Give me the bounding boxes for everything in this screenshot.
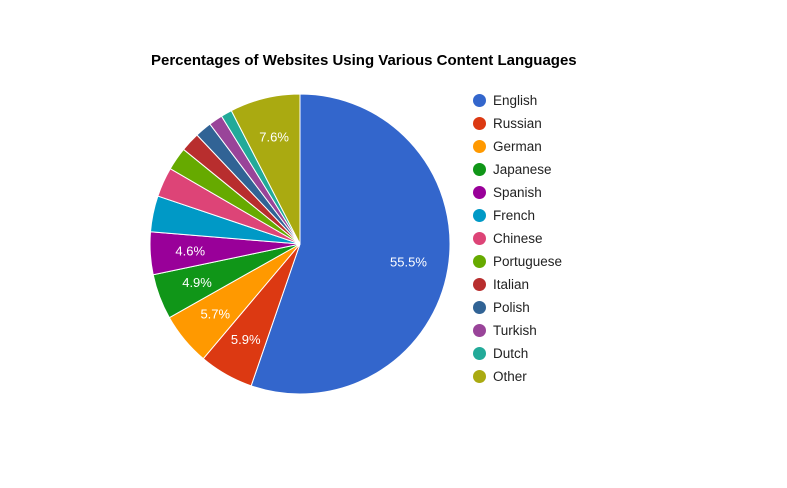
legend-swatch-icon <box>473 255 486 268</box>
legend-swatch-icon <box>473 209 486 222</box>
legend-swatch-icon <box>473 163 486 176</box>
pie-slice-english <box>250 93 451 395</box>
legend-item-japanese: Japanese <box>473 158 562 181</box>
legend-item-english: English <box>473 89 562 112</box>
pie-slice-labels: 55.5% 5.9%5.7% 4.9% 4.6% 7.6% <box>175 130 427 348</box>
legend-swatch-icon <box>473 117 486 130</box>
slice-label-german: 5.7% <box>200 307 230 322</box>
legend-item-german: German <box>473 135 562 158</box>
legend-label: French <box>493 208 536 223</box>
legend-item-spanish: Spanish <box>473 181 562 204</box>
slice-label-other: 7.6% <box>259 130 289 145</box>
legend-label: Polish <box>493 300 530 315</box>
legend-label: Italian <box>493 277 530 292</box>
slice-label-spanish: 4.6% <box>175 243 205 258</box>
chart-title: Percentages of Websites Using Various Co… <box>151 52 577 69</box>
legend-label: Other <box>493 369 527 384</box>
legend-swatch-icon <box>473 301 486 314</box>
legend-swatch-icon <box>473 186 486 199</box>
slice-label-japanese: 4.9% <box>182 275 212 290</box>
legend-item-french: French <box>473 204 562 227</box>
legend-item-russian: Russian <box>473 112 562 135</box>
pie-slices <box>149 93 451 395</box>
slice-label-english: 55.5% <box>390 255 427 270</box>
legend-label: Dutch <box>493 346 529 361</box>
legend-label: English <box>493 93 538 108</box>
chart-legend: English Russian German Japanese Spanish Frenc… <box>473 89 562 388</box>
legend-swatch-icon <box>473 94 486 107</box>
legend-label: Japanese <box>493 162 552 177</box>
legend-label: Spanish <box>493 185 542 200</box>
legend-label: Portuguese <box>493 254 563 269</box>
legend-item-portuguese: Portuguese <box>473 250 562 273</box>
legend-label: German <box>493 139 542 154</box>
legend-swatch-icon <box>473 370 486 383</box>
legend-swatch-icon <box>473 140 486 153</box>
legend-swatch-icon <box>473 324 486 337</box>
legend-item-other: Other <box>473 365 562 388</box>
legend-swatch-icon <box>473 278 486 291</box>
pie-slice-other <box>230 93 301 245</box>
legend-label: Turkish <box>493 323 537 338</box>
legend-item-turkish: Turkish <box>473 319 562 342</box>
legend-swatch-icon <box>473 232 486 245</box>
legend-item-chinese: Chinese <box>473 227 562 250</box>
legend-item-italian: Italian <box>473 273 562 296</box>
legend-item-dutch: Dutch <box>473 342 562 365</box>
legend-swatch-icon <box>473 347 486 360</box>
slice-label-russian: 5.9% <box>231 332 261 347</box>
legend-label: Russian <box>493 116 542 131</box>
legend-item-polish: Polish <box>473 296 562 319</box>
legend-label: Chinese <box>493 231 543 246</box>
